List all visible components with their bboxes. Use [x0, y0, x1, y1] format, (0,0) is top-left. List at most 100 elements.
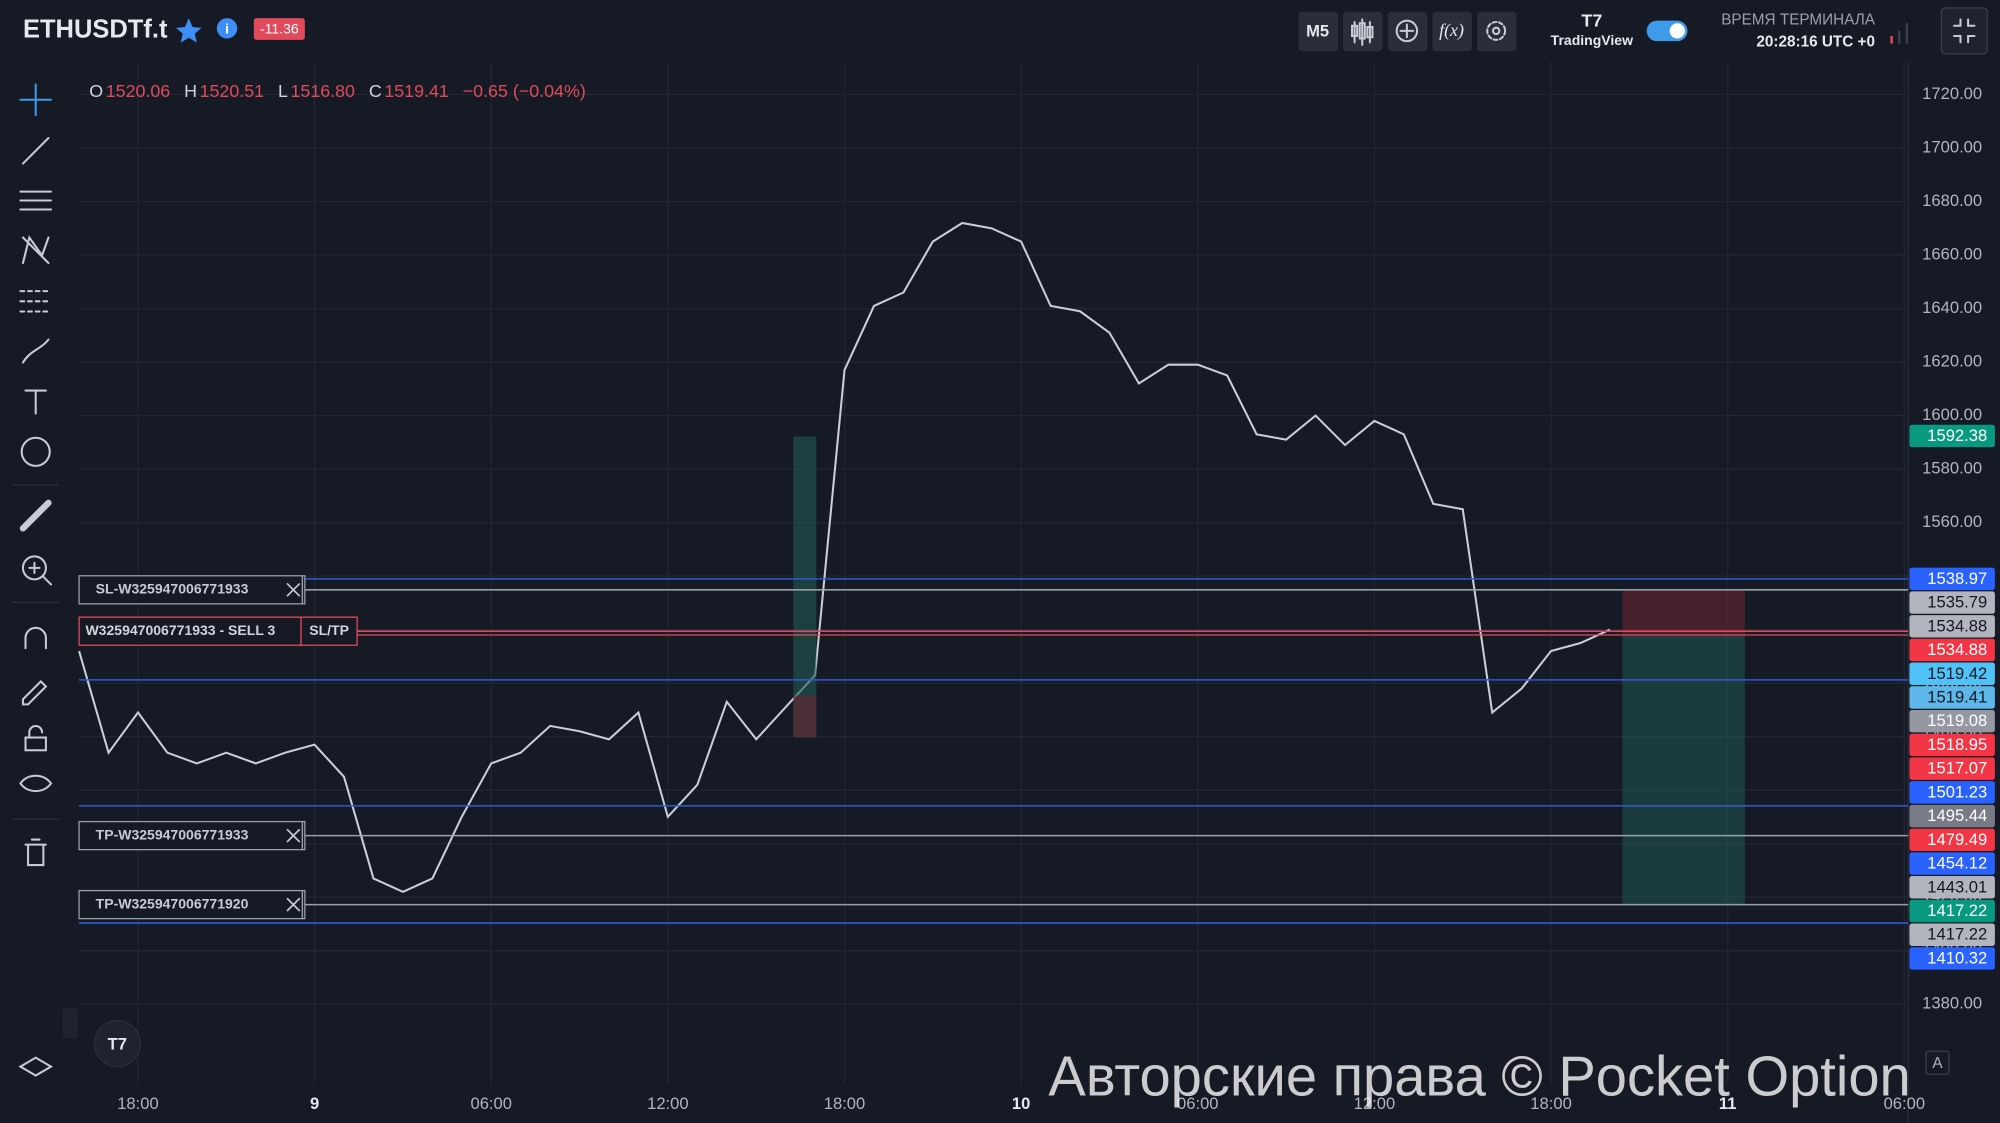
close-icon[interactable]: [286, 897, 301, 912]
price-tag-label: 1534.88: [1927, 640, 1987, 659]
close-icon[interactable]: [286, 828, 301, 843]
price-tag: [1909, 567, 1995, 591]
ohlc-value: 1516.80: [290, 81, 355, 101]
price-tag: [1909, 709, 1995, 733]
visibility-tool[interactable]: [19, 774, 53, 793]
scale-mode: A: [1932, 1055, 1943, 1072]
y-tick-label: 1380.00: [1922, 994, 1982, 1013]
y-tick-label: 1600.00: [1922, 405, 1982, 424]
x-tick-label: 9: [310, 1094, 319, 1113]
zoom-tool: [28, 561, 53, 586]
x-tick-label: 18:00: [1530, 1094, 1572, 1113]
tv-badge: [93, 1020, 141, 1068]
y-tick-label: 1680.00: [1922, 191, 1982, 210]
order-label-box[interactable]: [78, 889, 306, 920]
order-label-box[interactable]: [78, 820, 306, 851]
function-button[interactable]: [1432, 11, 1472, 52]
trendline-tool[interactable]: [21, 137, 50, 165]
order-label: TP-W325947006771933: [96, 826, 249, 842]
price-tag-label: 1592.38: [1927, 426, 1987, 445]
order-label-box[interactable]: [78, 575, 306, 605]
price-tag: [1909, 615, 1995, 638]
price-tag: [1909, 923, 1995, 946]
ohlc: O 1520.06 H 1520.51 L 1516.80 C 1519.41 −0.6…: [89, 81, 585, 101]
info-icon[interactable]: [216, 18, 238, 39]
terminal-time-label: ВРЕМЯ ТЕРМИНАЛА: [1721, 12, 1876, 29]
price-tag: [1909, 947, 1995, 970]
price-tag: [1909, 804, 1995, 828]
symbol[interactable]: ETHUSDTf.t: [23, 16, 168, 44]
price-tag-label: 1535.79: [1927, 593, 1987, 612]
function-icon: f(x): [1439, 20, 1464, 41]
brush-tool[interactable]: [21, 338, 50, 364]
x-tick-label: 06:00: [470, 1094, 512, 1113]
position-box: [1622, 590, 1745, 635]
x-tick-label: 12:00: [1354, 1094, 1396, 1113]
toggle-knob: [1669, 23, 1685, 39]
lock-draw-tool[interactable]: [21, 679, 48, 706]
signal-bar: [1890, 35, 1893, 44]
y-tick-label: 1620.00: [1922, 351, 1982, 370]
order-label-box[interactable]: [78, 616, 302, 646]
scale-mode-button[interactable]: [1925, 1050, 1950, 1075]
collapse-button[interactable]: [62, 1007, 78, 1039]
fullscreen-icon: [1953, 18, 1976, 44]
price-tag: [1909, 757, 1995, 780]
lock-tool[interactable]: [24, 736, 47, 752]
settings-button[interactable]: [1477, 11, 1517, 52]
order-label: SL-W325947006771933: [96, 581, 249, 597]
fullscreen-button[interactable]: [1940, 7, 1988, 55]
price-tag-label: 1501.23: [1927, 782, 1987, 801]
order-label: W325947006771933 - SELL 3: [85, 622, 275, 638]
info-glyph: i: [225, 20, 229, 36]
ohlc-value: 1520.06: [106, 81, 171, 101]
price-tag: [1909, 733, 1995, 757]
change-badge: [253, 18, 305, 40]
y-tick-label: 1560.00: [1922, 512, 1982, 531]
prediction-tool[interactable]: [19, 290, 53, 313]
pattern-tool[interactable]: [21, 235, 50, 265]
order-label: TP-W325947006771920: [96, 895, 249, 911]
y-tick-label: 1640.00: [1922, 298, 1982, 317]
position-box: [793, 695, 817, 738]
price-tag: [1909, 638, 1995, 662]
y-tick-label: 1700.00: [1922, 137, 1982, 156]
x-tick-label: 18:00: [117, 1094, 159, 1113]
change-badge-text: -11.36: [260, 20, 299, 36]
terminal-time: 20:28:16 UTC +0: [1756, 33, 1875, 50]
position-box: [793, 436, 817, 738]
price-tag-label: 1417.22: [1927, 925, 1987, 944]
favorite-star[interactable]: [176, 18, 202, 43]
order-action-box[interactable]: [300, 616, 358, 646]
magnet-tool[interactable]: [24, 626, 47, 650]
tv-badge-logo: T7: [108, 1034, 127, 1053]
x-tick-label: 11: [1719, 1094, 1737, 1113]
x-tick-label: 06:00: [1177, 1094, 1219, 1113]
price-tag-label: 1443.01: [1927, 877, 1987, 896]
signal-bar: [1897, 30, 1901, 44]
overlays: SL-W325947006771933 W325947006771933 - SE…: [78, 424, 1995, 970]
ruler-tool[interactable]: [19, 499, 52, 532]
fib-tool[interactable]: [19, 190, 53, 211]
x-tick-label: 06:00: [1884, 1094, 1926, 1113]
price-tag-label: 1538.97: [1927, 569, 1987, 588]
tv-logo: T7: [1581, 11, 1602, 31]
zoom-tool[interactable]: [21, 555, 47, 581]
interval-button[interactable]: [1298, 11, 1339, 52]
toolbar: [18, 83, 54, 1077]
price-tag-label: 1519.08: [1927, 711, 1987, 730]
price-tag-label: 1519.41: [1927, 687, 1987, 706]
x-tick-label: 18:00: [824, 1094, 866, 1113]
layers-tool[interactable]: [18, 1056, 54, 1077]
price-tag: [1909, 662, 1995, 685]
crosshair-tool[interactable]: [19, 83, 53, 117]
close-icon[interactable]: [286, 582, 301, 597]
price-tag: [1909, 591, 1995, 614]
add-icon: [1395, 19, 1419, 43]
text-tool[interactable]: [24, 389, 47, 415]
x-tick-label: 12:00: [647, 1094, 688, 1113]
emoji-tool[interactable]: [20, 436, 51, 467]
price-tag: [1909, 876, 1995, 899]
delete-tool[interactable]: [24, 838, 47, 867]
add-icon: [1399, 23, 1415, 39]
